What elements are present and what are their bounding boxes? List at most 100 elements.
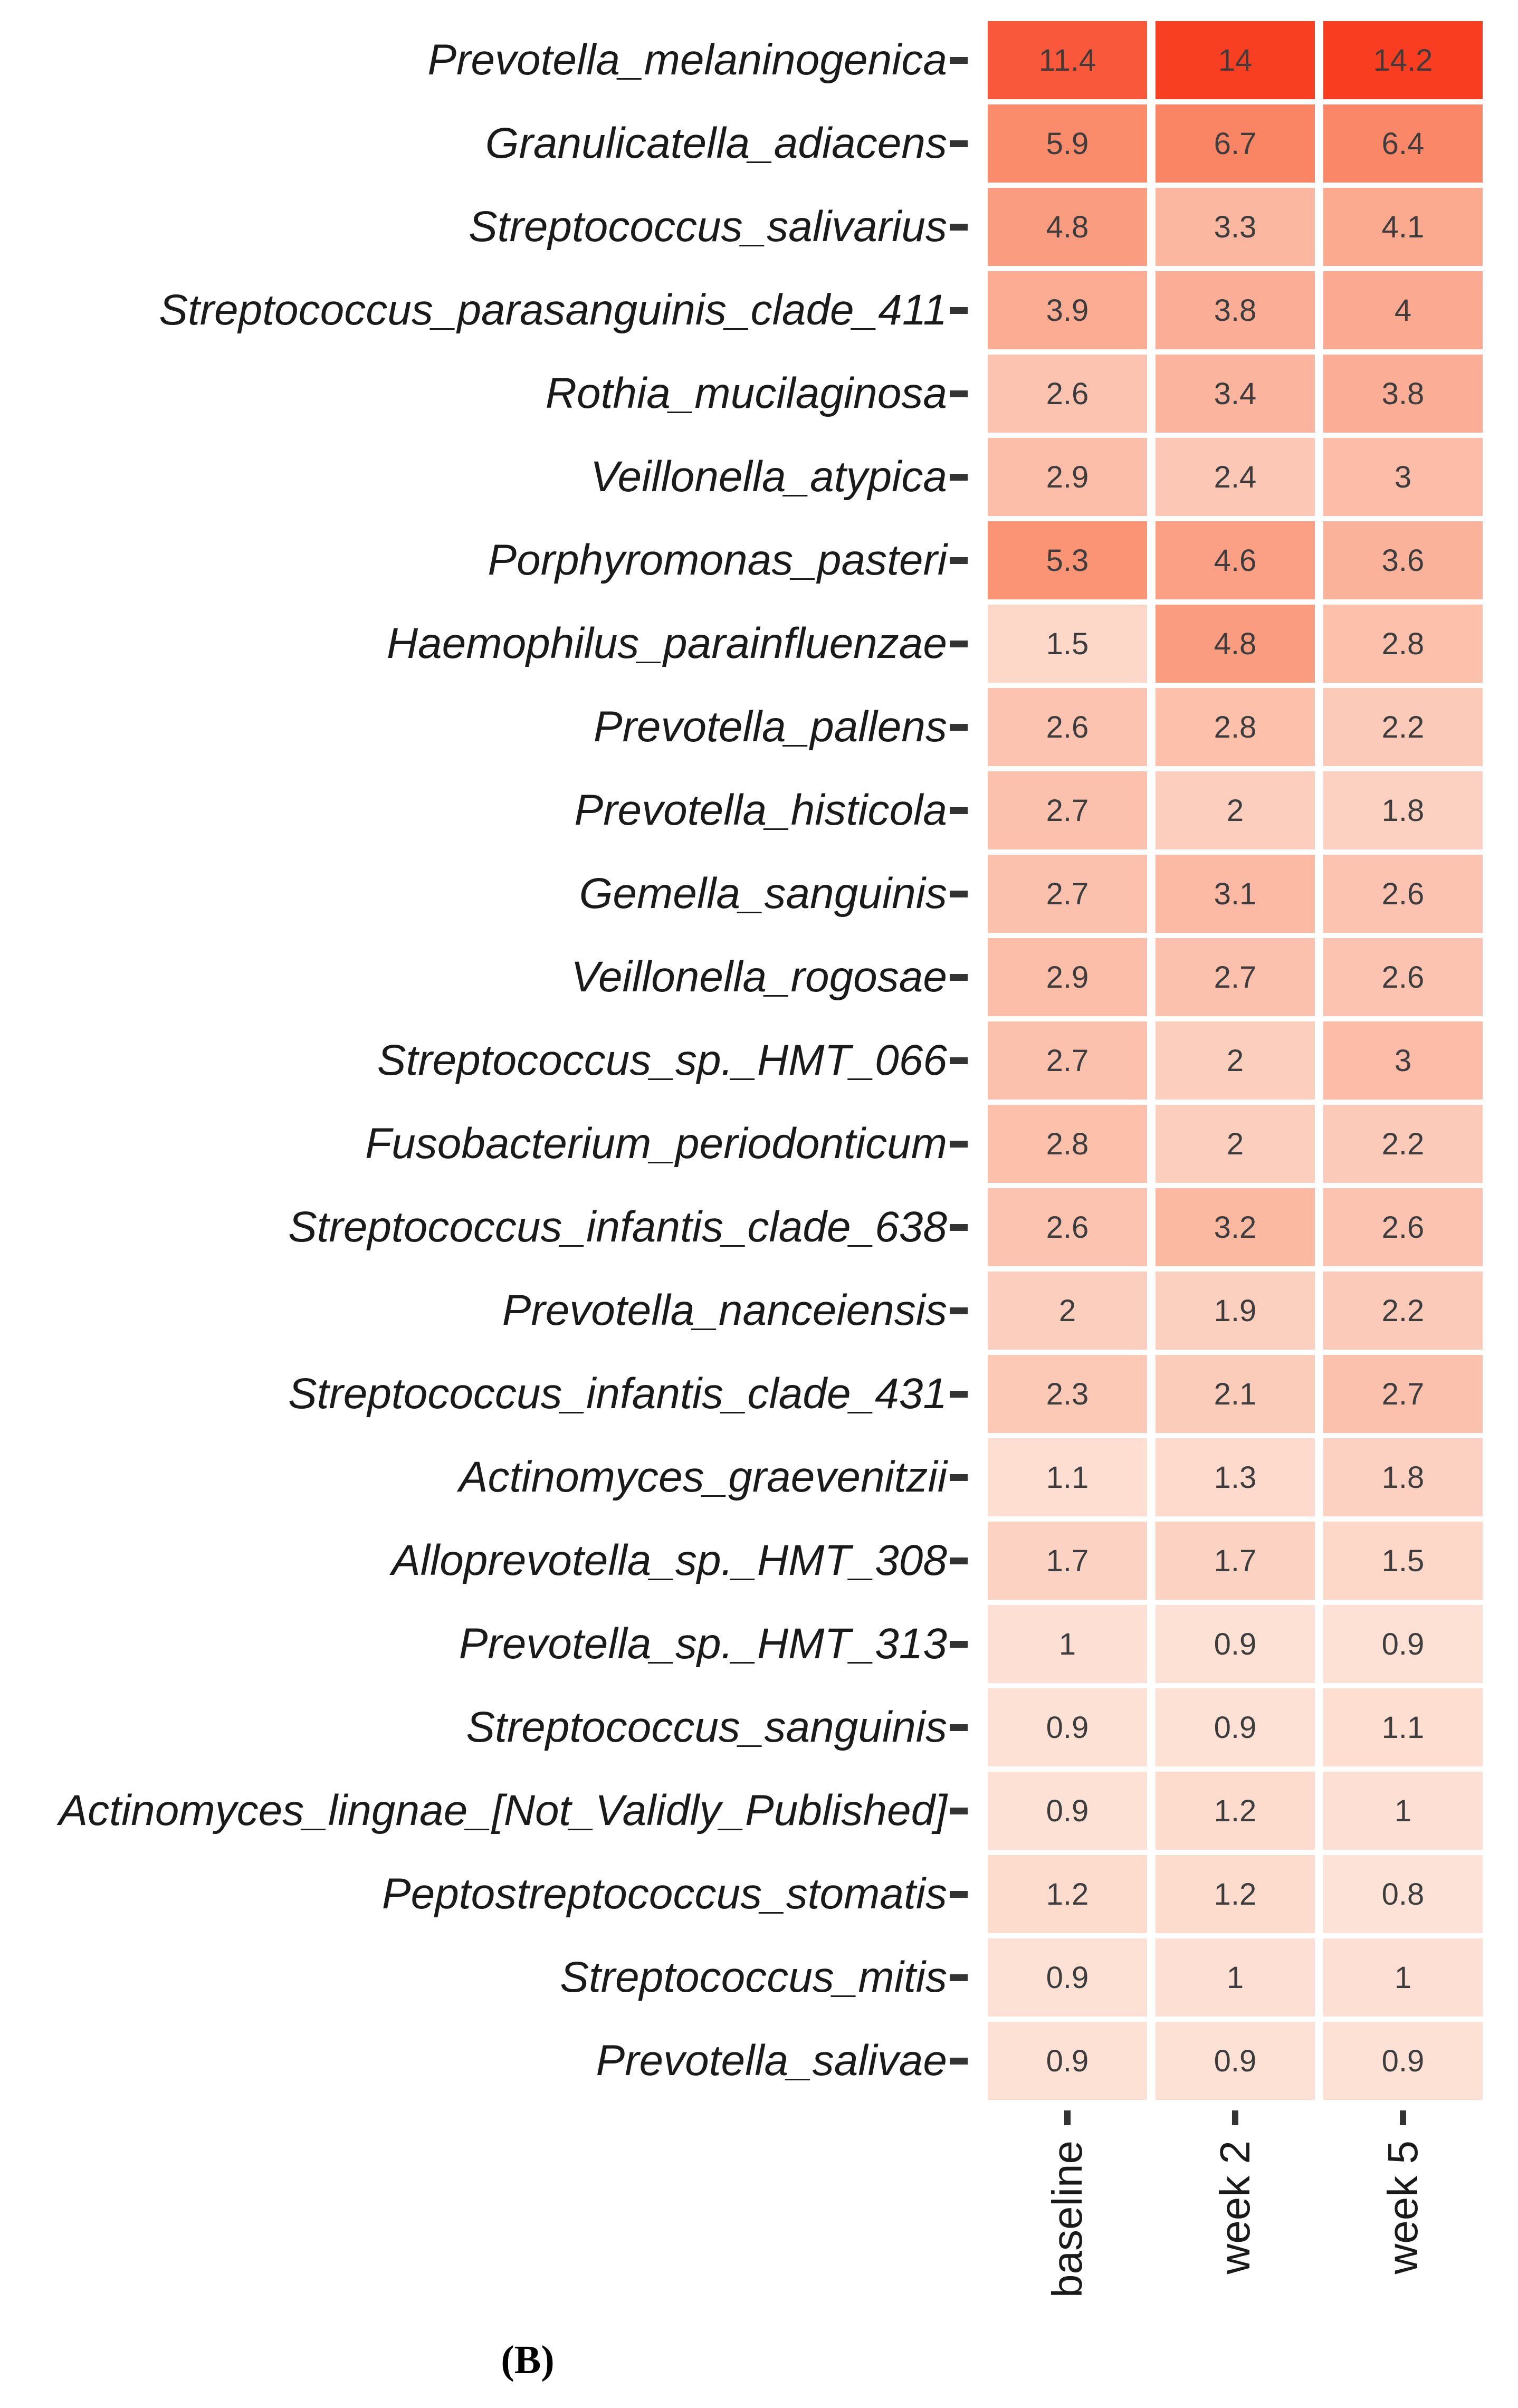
heatmap-cell: 1: [1323, 1938, 1483, 2017]
row-label: Veillonella_atypica: [590, 453, 947, 501]
x-axis-label: baseline: [1044, 2141, 1091, 2298]
y-axis-tick: [950, 557, 968, 564]
y-axis-tick: [950, 223, 968, 231]
row-label: Alloprevotella_sp._HMT_308: [392, 1536, 947, 1584]
heatmap-cell: 1.7: [1156, 1522, 1315, 1600]
y-axis-tick: [950, 140, 968, 147]
heatmap-cell: 5.9: [988, 104, 1147, 183]
y-axis-tick: [950, 2057, 968, 2065]
y-axis-tick: [950, 1390, 968, 1398]
heatmap-cell: 3.8: [1323, 355, 1483, 433]
heatmap-cell: 0.9: [988, 1688, 1147, 1766]
heatmap-cell: 5.3: [988, 521, 1147, 599]
heatmap-cell: 1: [988, 1605, 1147, 1683]
x-axis-label: week 5: [1379, 2141, 1426, 2275]
row-label: Streptococcus_mitis: [560, 1953, 947, 2001]
y-axis-tick: [950, 1057, 968, 1064]
row-label: Streptococcus_parasanguinis_clade_411: [159, 286, 947, 334]
heatmap-cell: 1.5: [988, 605, 1147, 683]
heatmap-cell: 1.2: [988, 1855, 1147, 1933]
row-label: Granulicatella_adiacens: [485, 119, 947, 167]
heatmap-cell: 1.8: [1323, 1438, 1483, 1516]
row-label: Prevotella_histicola: [574, 786, 948, 834]
y-axis-tick: [950, 807, 968, 814]
heatmap-cell: 2.7: [988, 771, 1147, 849]
heatmap-cell: 1.9: [1156, 1272, 1315, 1350]
heatmap-cell: 2.4: [1156, 438, 1315, 516]
heatmap-cell: 2.2: [1323, 1105, 1483, 1183]
y-axis-tick: [950, 1974, 968, 1981]
row-label: Fusobacterium_periodonticum: [365, 1120, 947, 1168]
row-label: Porphyromonas_pasteri: [488, 536, 947, 584]
x-axis-label: week 2: [1211, 2141, 1258, 2275]
heatmap-cell: 1.5: [1323, 1522, 1483, 1600]
heatmap-cell: 2.7: [988, 1021, 1147, 1100]
heatmap-cell: 2.1: [1156, 1355, 1315, 1433]
y-axis-tick: [950, 1724, 968, 1731]
row-label: Streptococcus_sp._HMT_066: [377, 1036, 947, 1084]
row-label: Prevotella_nanceiensis: [502, 1286, 947, 1334]
heatmap-cell: 4.8: [1156, 605, 1315, 683]
heatmap-cell: 3.1: [1156, 855, 1315, 933]
heatmap-cell: 1: [1156, 1938, 1315, 2017]
heatmap-cell: 1.1: [988, 1438, 1147, 1516]
heatmap-cell: 6.7: [1156, 104, 1315, 183]
y-axis-tick: [950, 1557, 968, 1564]
heatmap-cell: 1.2: [1156, 1855, 1315, 1933]
heatmap-cell: 1.7: [988, 1522, 1147, 1600]
heatmap-cell: 2.7: [1323, 1355, 1483, 1433]
heatmap-cell: 3.2: [1156, 1188, 1315, 1266]
heatmap-cell: 2.6: [988, 1188, 1147, 1266]
heatmap-cell: 0.8: [1323, 1855, 1483, 1933]
heatmap-cell: 0.9: [1156, 1605, 1315, 1683]
heatmap-cell: 4: [1323, 271, 1483, 349]
heatmap-cell: 1.8: [1323, 771, 1483, 849]
row-label: Streptococcus_sanguinis: [466, 1703, 947, 1751]
heatmap-cell: 2.6: [988, 688, 1147, 766]
heatmap-cell: 3.9: [988, 271, 1147, 349]
heatmap-cell: 2.7: [988, 855, 1147, 933]
heatmap-cell: 2.7: [1156, 938, 1315, 1016]
heatmap-cell: 2: [1156, 1105, 1315, 1183]
heatmap-cell: 11.4: [988, 21, 1147, 99]
heatmap-cell: 14: [1156, 21, 1315, 99]
figure-caption: (B): [501, 2338, 555, 2382]
y-axis-tick: [950, 1140, 968, 1148]
heatmap-cell: 14.2: [1323, 21, 1483, 99]
row-label: Actinomyces_graevenitzii: [459, 1453, 947, 1501]
heatmap-cell: 2.6: [1323, 938, 1483, 1016]
y-axis-tick: [950, 56, 968, 64]
row-label: Veillonella_rogosae: [571, 953, 947, 1001]
x-axis-tick: [1064, 2110, 1071, 2125]
heatmap-cell: 3.6: [1323, 521, 1483, 599]
heatmap-cell: 1.3: [1156, 1438, 1315, 1516]
x-axis-tick: [1232, 2110, 1238, 2125]
heatmap-cell: 3.3: [1156, 188, 1315, 266]
heatmap-cell: 2.3: [988, 1355, 1147, 1433]
y-axis-tick: [950, 723, 968, 731]
row-label: Prevotella_pallens: [593, 703, 947, 751]
row-label: Peptostreptococcus_stomatis: [381, 1870, 947, 1918]
row-label: Streptococcus_salivarius: [469, 203, 947, 251]
heatmap-cell: 2.8: [1156, 688, 1315, 766]
y-axis-tick: [950, 473, 968, 481]
heatmap-cell: 3.4: [1156, 355, 1315, 433]
heatmap-cell: 2.8: [988, 1105, 1147, 1183]
heatmap-cell: 0.9: [1323, 1605, 1483, 1683]
heatmap-cell: 2.6: [988, 355, 1147, 433]
heatmap-cell: 4.6: [1156, 521, 1315, 599]
heatmap-cell: 2: [1156, 771, 1315, 849]
row-label: Rothia_mucilaginosa: [545, 369, 947, 417]
y-axis-tick: [950, 890, 968, 897]
y-axis-tick: [950, 973, 968, 981]
heatmap-cell: 2.9: [988, 938, 1147, 1016]
heatmap-cell: 0.9: [988, 2022, 1147, 2100]
y-axis-tick: [950, 307, 968, 314]
heatmap-cell: 2: [1156, 1021, 1315, 1100]
heatmap-cell: 0.9: [1323, 2022, 1483, 2100]
heatmap-cell: 0.9: [1156, 1688, 1315, 1766]
heatmap-cell: 2.2: [1323, 1272, 1483, 1350]
heatmap-cell: 3.8: [1156, 271, 1315, 349]
heatmap-cell: 0.9: [988, 1938, 1147, 2017]
